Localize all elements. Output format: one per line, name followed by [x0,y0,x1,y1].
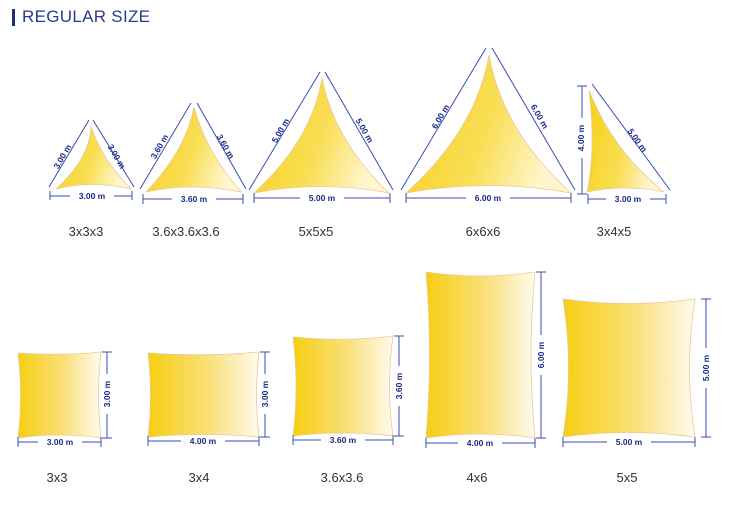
sail-rect-3x3: 3.00 m 3.00 m [17,351,113,447]
size-caption: 3x3x3 [68,224,104,239]
size-caption: 3x4 [188,470,210,485]
dim-label: 3.60 m [148,132,170,160]
size-caption: 6x6x6 [465,224,501,239]
dim-label: 6.00 m [475,193,502,203]
page-title: REGULAR SIZE [22,7,151,26]
dim-label: 3.60 m [215,133,237,161]
size-caption: 3.6x3.6x3.6 [152,224,220,239]
dim-label: 3.60 m [330,435,357,445]
dim-label: 4.00 m [467,438,494,448]
dim-label: 5.00 m [626,127,650,155]
section-heading: REGULAR SIZE [12,6,150,28]
size-caption: 3x4x5 [596,224,632,239]
dim-label: 5.00 m [354,117,376,145]
dim-label: 5.00 m [701,354,711,381]
size-caption: 4x6 [466,470,488,485]
dim-label: 5.00 m [269,116,291,144]
sail-rect-5x5: 5.00 m 5.00 m [562,298,712,447]
dim-label: 4.00 m [576,124,586,151]
size-caption: 3x3 [46,470,68,485]
sail-rect-3-6x3-6: 3.60 m 3.60 m [292,335,405,445]
sail-triangle-5x5x5: 5.00 m 5.00 m 5.00 m [248,71,394,203]
dim-label: 4.00 m [190,436,217,446]
sail-triangle-3x4x5: 4.00 m 5.00 m 3.00 m [575,83,671,204]
dim-label: 3.00 m [47,437,74,447]
size-caption: 5x5x5 [298,224,334,239]
dim-label: 5.00 m [616,437,643,447]
dim-label: 6.00 m [429,102,451,130]
dim-label: 6.00 m [536,341,546,368]
sail-triangle-3x3x3: 3.00 m 3.00 m 3.00 m [48,119,135,201]
dim-label: 3.00 m [615,194,642,204]
size-caption: 3.6x3.6 [320,470,364,485]
dim-label: 3.60 m [394,372,404,399]
dim-label: 3.00 m [51,142,73,170]
heading-accent-bar [12,8,15,26]
dim-label: 5.00 m [309,193,336,203]
sail-rect-3x4: 3.00 m 4.00 m [147,351,271,446]
size-caption: 5x5 [616,470,638,485]
dim-label: 3.00 m [260,380,270,407]
sail-triangle-6x6x6: 6.00 m 6.00 m 6.00 m [400,47,576,203]
sail-triangle-3-6x3-6x3-6: 3.60 m 3.60 m 3.60 m [139,102,247,204]
dim-label: 3.00 m [102,380,112,407]
dim-label: 3.60 m [181,194,208,204]
sail-rect-4x6: 6.00 m 4.00 m [425,271,547,448]
dim-label: 3.00 m [79,191,106,201]
